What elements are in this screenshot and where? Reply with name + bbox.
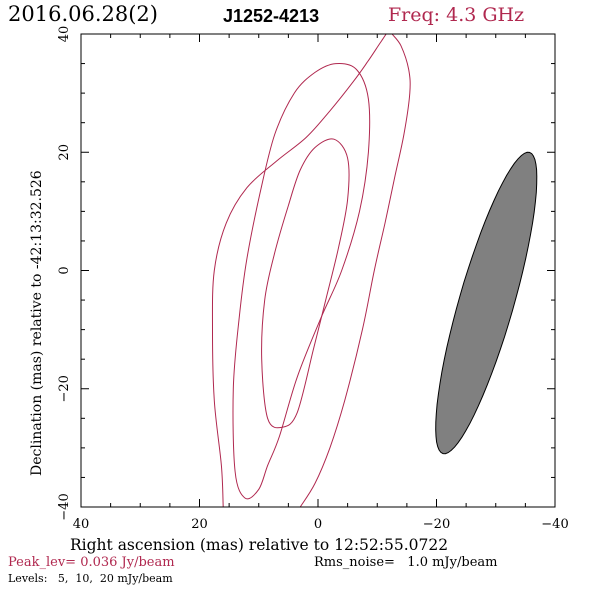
x-tick-label: −40 [541, 517, 568, 532]
observation-date: 2016.06.28(2) [8, 2, 158, 26]
x-tick-labels: 40 20 0 −20 −40 [73, 517, 569, 532]
x-axis-label: Right ascension (mas) relative to 12:52:… [70, 536, 448, 554]
x-tick-label: 40 [73, 517, 90, 532]
beam-ellipse [435, 151, 538, 455]
y-tick-labels: −40 −20 0 20 40 [57, 26, 72, 521]
y-axis-label: Declination (mas) relative to -42:13:32.… [29, 170, 45, 476]
y-tick-label: −20 [57, 375, 72, 402]
frequency-label: Freq: 4.3 GHz [388, 4, 524, 26]
contour-level-5 [211, 33, 387, 508]
contour-layer [211, 33, 411, 508]
contour-level-10 [232, 62, 371, 500]
rms-noise: Rms_noise= 1.0 mJy/beam [314, 555, 497, 570]
contour-level-20 [261, 138, 350, 429]
x-tick-label: −20 [423, 517, 450, 532]
source-name: J1252-4213 [223, 6, 319, 26]
y-tick-label: 0 [57, 266, 72, 274]
tick-layer [80, 33, 556, 508]
y-tick-label: 40 [57, 26, 72, 43]
y-tick-label: 20 [57, 144, 72, 161]
peak-level: Peak_lev= 0.036 Jy/beam [8, 555, 175, 570]
contour-levels: Levels: 5, 10, 20 mJy/beam [8, 572, 173, 585]
beam-layer [435, 151, 538, 455]
y-tick-label: −40 [57, 493, 72, 520]
x-tick-label: 0 [314, 517, 322, 532]
x-tick-label: 20 [191, 517, 208, 532]
contour-level-5 [299, 33, 411, 508]
